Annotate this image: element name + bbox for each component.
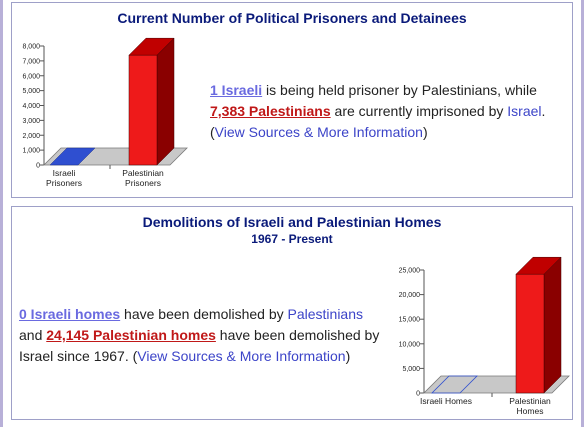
x-tick-label: Palestinian [509, 396, 551, 406]
y-tick-label: 3,000 [22, 118, 40, 125]
bar-side [156, 37, 175, 166]
prisoners-panel: Current Number of Political Prisoners an… [11, 2, 573, 198]
view-sources-link[interactable]: View Sources & More Information [137, 348, 346, 364]
bar [515, 273, 545, 394]
israeli-prisoners-link[interactable]: 1 Israeli [210, 82, 263, 98]
x-tick-label: Palestinian [122, 168, 164, 178]
prisoners-panel-title: Current Number of Political Prisoners an… [117, 10, 467, 26]
palestinian-homes-link[interactable]: 24,145 Palestinian homes [46, 327, 216, 343]
y-tick-label: 25,000 [399, 268, 421, 275]
y-tick-label: 0 [416, 391, 420, 398]
y-tick-label: 4,000 [22, 103, 40, 110]
y-tick-label: 10,000 [399, 341, 421, 348]
demolitions-chart: 0 5,000 10,000 15,000 20,000 25,000 Israeli Ho… [399, 256, 570, 416]
demolitions-panel-subtitle: 1967 - Present [251, 232, 333, 246]
bar [49, 147, 96, 166]
demolitions-panel-title: Demolitions of Israeli and Palestinian H… [142, 214, 442, 230]
x-tick-label: Israeli [53, 168, 76, 178]
bar-side [543, 256, 562, 394]
y-tick-label: 2,000 [22, 133, 40, 140]
view-sources-link[interactable]: View Sources & More Information [214, 124, 423, 140]
demolitions-stat-text: 0 Israeli homes have been demolished by … [19, 304, 389, 367]
prisoners-chart: 0 1,000 2,000 3,000 4,000 5,000 6,000 7,000 8,00… [22, 37, 188, 188]
stat-text-part: ) [422, 124, 428, 140]
stat-text-part: have been demolished by [120, 306, 288, 322]
y-tick-label: 5,000 [22, 88, 40, 95]
x-tick-label: Israeli Homes [420, 396, 472, 406]
palestinian-prisoners-link[interactable]: 7,383 Palestinians [210, 103, 331, 119]
page-left-rule [0, 0, 3, 427]
y-tick-label: 15,000 [399, 317, 421, 324]
bar [128, 54, 158, 166]
stat-text-part: is being held prisoner by Palestinians, … [262, 82, 537, 98]
x-tick-label: Prisoners [46, 178, 82, 188]
page-right-rule [581, 0, 584, 427]
y-tick-label: 0 [36, 163, 40, 170]
stat-text-part: ) [345, 348, 351, 364]
x-tick-label: Prisoners [125, 178, 161, 188]
israeli-homes-link[interactable]: 0 Israeli homes [19, 306, 121, 322]
israel-link[interactable]: Israel [507, 103, 542, 119]
y-tick-label: 8,000 [22, 44, 40, 51]
x-tick-label: Homes [517, 406, 544, 416]
prisoners-stat-text: 1 Israeli is being held prisoner by Pale… [210, 80, 570, 143]
demolitions-panel: Demolitions of Israeli and Palestinian H… [11, 206, 573, 420]
stat-text-part: have been demolished by Israel since 196… [19, 327, 380, 364]
stat-text-part: and [19, 327, 47, 343]
y-tick-label: 20,000 [399, 292, 421, 299]
palestinians-link[interactable]: Palestinians [287, 306, 364, 322]
y-tick-label: 1,000 [22, 148, 40, 155]
stat-text-part: are currently imprisoned by [330, 103, 508, 119]
stat-text-part: . ( [210, 103, 546, 140]
bar [431, 375, 478, 394]
y-tick-label: 7,000 [22, 58, 40, 65]
y-tick-label: 5,000 [402, 366, 420, 373]
y-tick-label: 6,000 [22, 73, 40, 80]
